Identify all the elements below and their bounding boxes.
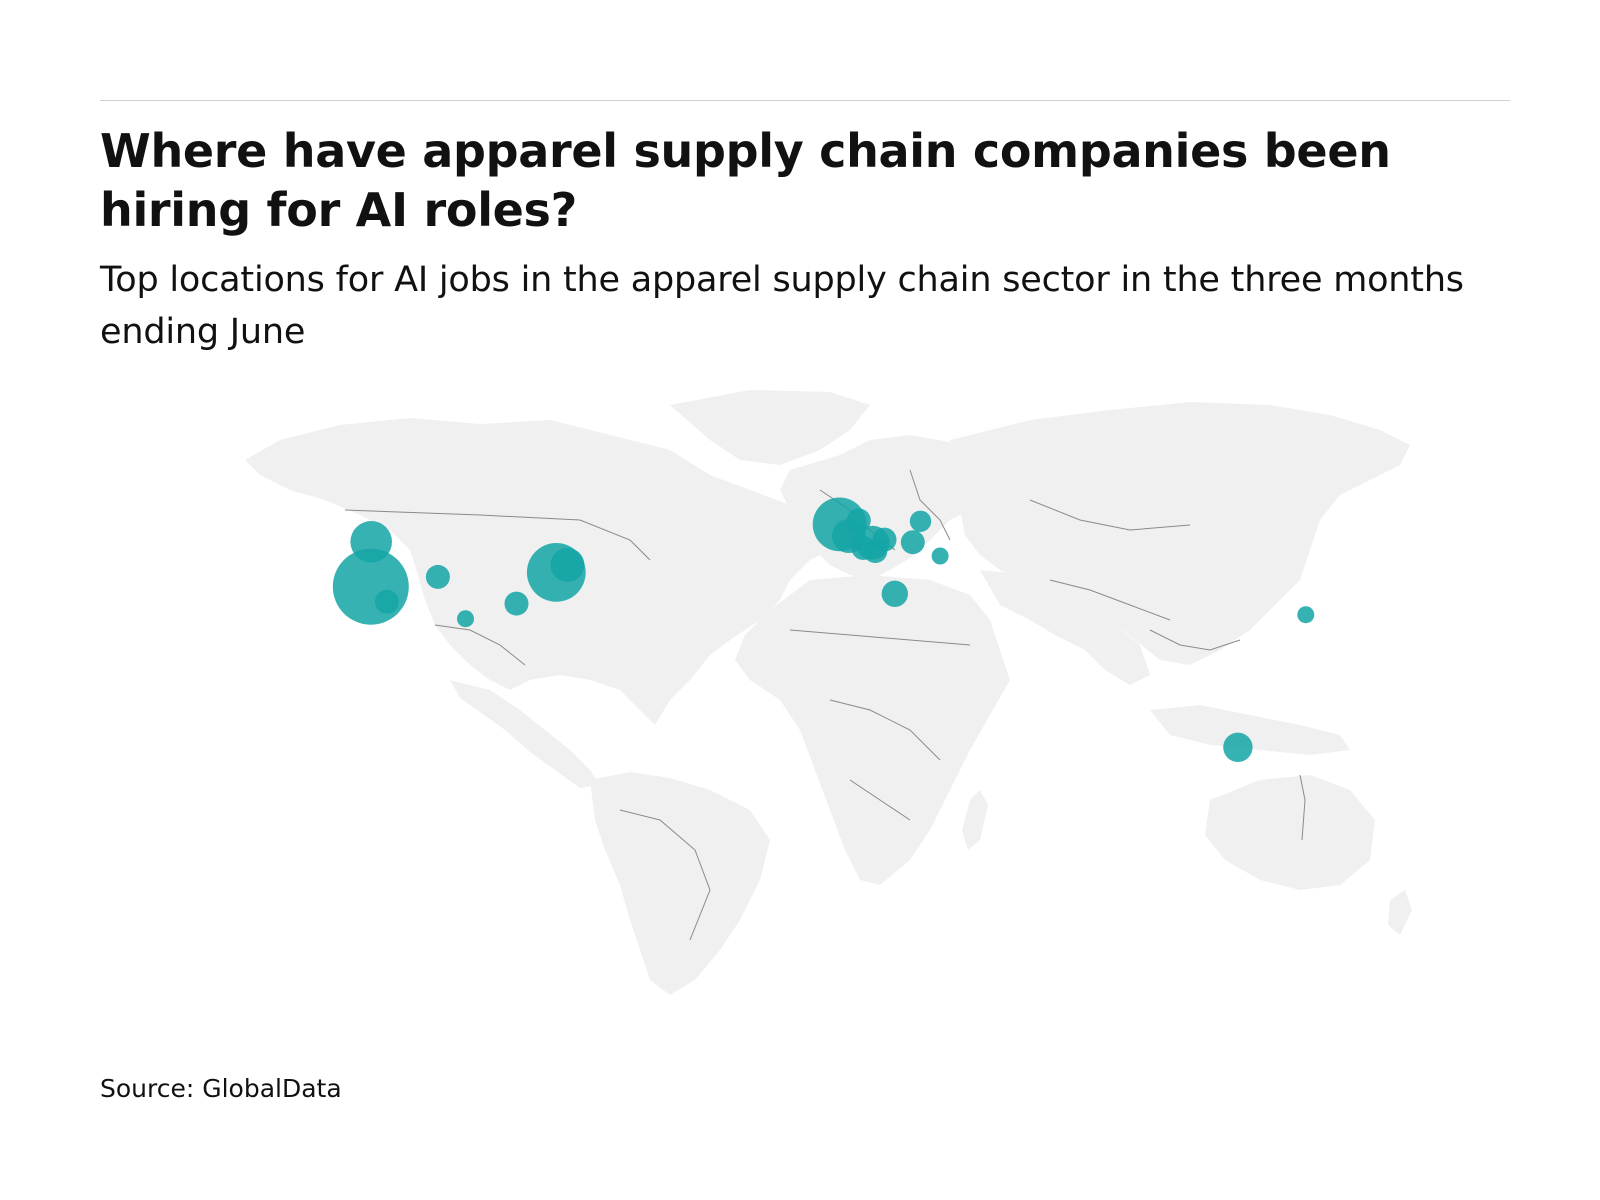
border-oceania (1299, 774, 1306, 841)
location-bubble[interactable] (1297, 606, 1315, 624)
bubble-layer (332, 497, 1315, 762)
land-south-asia (980, 570, 1150, 685)
border-us-canada (344, 509, 651, 561)
location-bubble[interactable] (374, 589, 399, 614)
land-central-america (450, 680, 600, 788)
border-south-america (619, 809, 711, 941)
location-bubble[interactable] (550, 547, 585, 582)
land-new-zealand (1388, 890, 1412, 935)
location-bubble[interactable] (900, 530, 925, 555)
location-bubble[interactable] (350, 521, 392, 563)
location-bubble[interactable] (931, 547, 949, 565)
land-madagascar (962, 790, 988, 850)
border-africa-central (829, 699, 941, 761)
top-divider (100, 100, 1510, 101)
border-asia-north (1029, 499, 1191, 531)
border-asia-south (1149, 629, 1241, 651)
chart-title: Where have apparel supply chain companie… (100, 124, 1391, 237)
border-asia-central (1049, 579, 1171, 621)
land-japan (1262, 530, 1300, 590)
border-us-mexico (434, 624, 526, 666)
world-map-svg (245, 390, 1412, 995)
land-layer (245, 390, 1412, 995)
chart-subtitle: Top locations for AI jobs in the apparel… (100, 260, 1464, 352)
location-bubble[interactable] (846, 508, 871, 533)
location-bubble[interactable] (457, 610, 474, 628)
world-map (150, 380, 1530, 1020)
location-bubble[interactable] (909, 510, 932, 532)
location-bubble[interactable] (881, 580, 908, 607)
land-africa (735, 575, 1010, 885)
location-bubble[interactable] (1223, 732, 1253, 762)
land-indonesia (1150, 705, 1350, 755)
border-europe-east (909, 469, 951, 541)
border-africa-north (789, 629, 971, 646)
land-asia (950, 402, 1410, 665)
land-south-america (590, 772, 770, 995)
location-bubble[interactable] (872, 527, 897, 552)
border-africa-south (849, 779, 911, 821)
source-note: Source: GlobalData (100, 1074, 342, 1103)
land-australia (1205, 775, 1375, 890)
location-bubble[interactable] (425, 564, 450, 589)
location-bubble[interactable] (504, 591, 529, 616)
land-greenland (670, 390, 870, 465)
